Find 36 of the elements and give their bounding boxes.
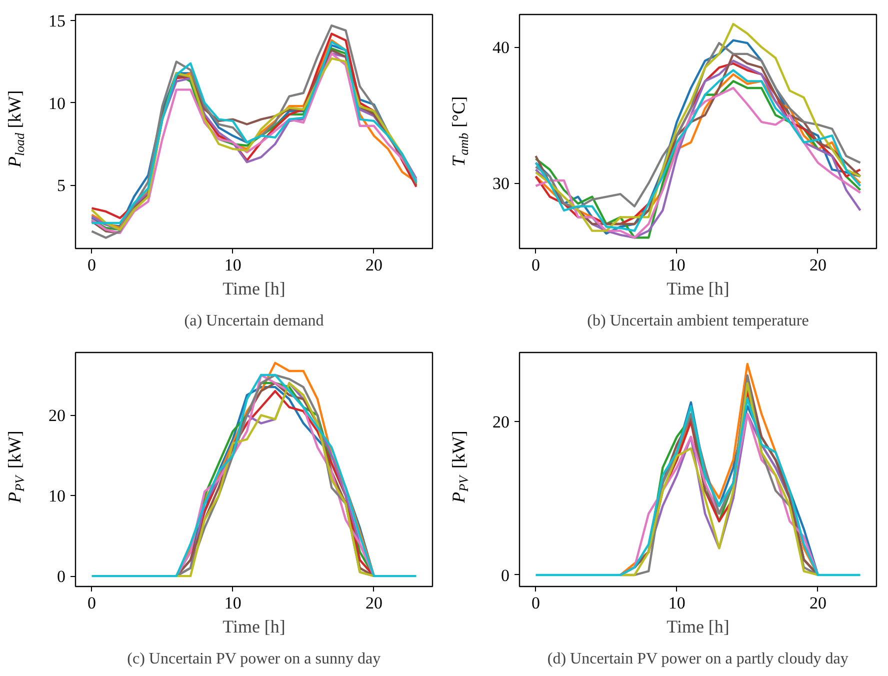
y-tick-label: 15 — [48, 12, 66, 31]
x-tick-label: 20 — [365, 256, 382, 274]
x-tick-label: 20 — [809, 594, 826, 612]
x-tick-label: 0 — [87, 594, 96, 612]
line-series — [534, 397, 862, 576]
x-tick-label: 0 — [87, 256, 96, 274]
x-axis-title: Time [h] — [666, 616, 730, 636]
x-tick-label: 10 — [224, 594, 242, 612]
y-axis-title: PPV [kW] — [4, 430, 27, 504]
text: (a) Uncertain demand — [184, 312, 324, 330]
y-tick-label: 30 — [492, 174, 510, 194]
y-tick-label: 20 — [492, 412, 510, 432]
text: (c) Uncertain PV power on a sunny day — [127, 650, 381, 668]
y-tick-label: 40 — [492, 38, 510, 58]
x-tick-label: 20 — [365, 594, 382, 612]
x-tick-label: 10 — [668, 594, 686, 612]
y-axis-title: PPV [kW] — [448, 430, 471, 504]
x-axis-title: Time [h] — [222, 278, 286, 298]
x-tick-label: 20 — [809, 256, 826, 274]
y-tick-label: 5 — [57, 176, 66, 196]
line-series — [90, 374, 418, 578]
x-tick-label: 10 — [668, 256, 686, 274]
x-tick-label: 0 — [531, 256, 540, 274]
y-tick-label: 0 — [57, 567, 66, 586]
y-tick-label: 10 — [48, 486, 66, 506]
y-tick-label: 0 — [501, 566, 510, 585]
x-axis-title: Time [h] — [666, 278, 730, 298]
y-tick-label: 20 — [48, 406, 66, 426]
text: (d) Uncertain PV power on a partly cloudy day — [547, 650, 848, 668]
y-axis-title: Tamb [°C] — [448, 96, 471, 167]
x-tick-label: 0 — [531, 594, 540, 612]
x-axis-title: Time [h] — [222, 616, 286, 636]
y-tick-label: 10 — [48, 94, 66, 113]
y-axis-title: Pload [kW] — [4, 90, 27, 168]
text: (b) Uncertain ambient temperature — [587, 312, 809, 330]
x-tick-label: 10 — [224, 256, 242, 274]
